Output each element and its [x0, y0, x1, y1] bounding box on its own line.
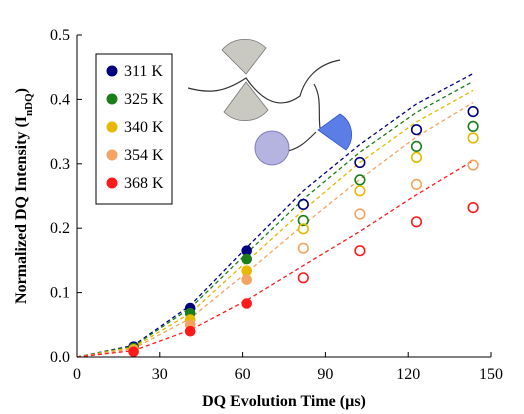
filled-point — [241, 274, 252, 286]
y-tick-label: 0.3 — [50, 156, 70, 173]
filled-point — [241, 265, 252, 277]
open-point — [297, 214, 309, 227]
legend-label: 368 K — [124, 175, 164, 192]
open-point — [297, 198, 309, 210]
labeled-methyl-cone-icon — [317, 113, 352, 151]
legend-marker — [106, 149, 118, 161]
open-point — [297, 223, 309, 235]
open-point — [297, 242, 309, 254]
open-point — [467, 132, 479, 144]
open-point — [467, 120, 479, 132]
methyl-cone-lower-icon — [223, 81, 269, 122]
y-tick-label: 0.4 — [50, 91, 70, 108]
open-point — [410, 178, 423, 190]
fit-curve-311-k — [76, 73, 474, 358]
filled-point — [184, 325, 196, 337]
y-axis-title-subscript: nDQ — [23, 93, 35, 116]
fit-curve-340-k — [76, 89, 474, 358]
legend-marker — [106, 65, 118, 77]
open-point — [410, 140, 423, 152]
legend: 311 K 325 K 340 K 354 K 368 K — [95, 53, 173, 205]
methyl-cone-upper-icon — [221, 38, 267, 75]
fit-curve-325-k — [76, 80, 474, 358]
open-point — [467, 202, 479, 214]
filled-point — [128, 346, 139, 358]
x-tick-label: 90 — [317, 366, 333, 383]
legend-label: 354 K — [124, 147, 164, 164]
polymer-backbone — [187, 59, 341, 104]
open-point — [354, 245, 366, 257]
x-tick-label: 150 — [479, 366, 503, 383]
x-tick-label: 30 — [152, 366, 168, 383]
data-points — [128, 105, 479, 358]
filled-point — [241, 253, 252, 265]
open-point — [354, 208, 366, 220]
open-point — [410, 151, 423, 163]
x-axis-title: DQ Evolution Time (µs) — [202, 393, 366, 410]
legend-label: 340 K — [124, 119, 164, 136]
legend-items: 311 K 325 K 340 K 354 K 368 K — [106, 63, 164, 192]
open-point — [467, 159, 479, 171]
open-point — [354, 156, 366, 169]
y-tick-label: 0.2 — [50, 220, 70, 237]
open-point — [297, 272, 309, 284]
open-point — [354, 185, 366, 197]
open-point — [354, 174, 366, 186]
y-axis-title-end: ) — [13, 88, 30, 93]
filled-point — [241, 298, 252, 309]
y-axis-title-main: Normalized DQ Intensity (I — [13, 116, 30, 304]
legend-marker — [106, 121, 118, 133]
fit-curve-368-k — [76, 160, 474, 358]
open-point — [467, 105, 479, 118]
axis-ticks: 0 30 60 90 120 150 0.0 0.1 0.2 0.3 0.4 0.5 — [50, 27, 503, 383]
x-tick-label: 120 — [396, 366, 420, 383]
legend-label: 325 K — [124, 91, 164, 108]
legend-label: 311 K — [124, 63, 163, 80]
side-chain — [313, 83, 321, 129]
x-tick-label: 0 — [73, 366, 81, 383]
y-tick-label: 0.5 — [50, 27, 70, 44]
fit-curve-354-k — [76, 102, 474, 358]
x-tick-label: 60 — [235, 366, 251, 383]
hydroxyl-group-icon — [254, 130, 290, 166]
legend-marker — [106, 177, 118, 189]
y-tick-label: 0.0 — [50, 349, 70, 366]
molecule-illustration — [187, 38, 352, 166]
y-axis-title: Normalized DQ Intensity (InDQ) — [13, 88, 35, 304]
legend-marker — [106, 93, 118, 105]
open-point — [410, 216, 423, 228]
open-point — [410, 124, 423, 136]
fit-curves — [76, 73, 474, 358]
y-tick-label: 0.1 — [50, 285, 70, 302]
